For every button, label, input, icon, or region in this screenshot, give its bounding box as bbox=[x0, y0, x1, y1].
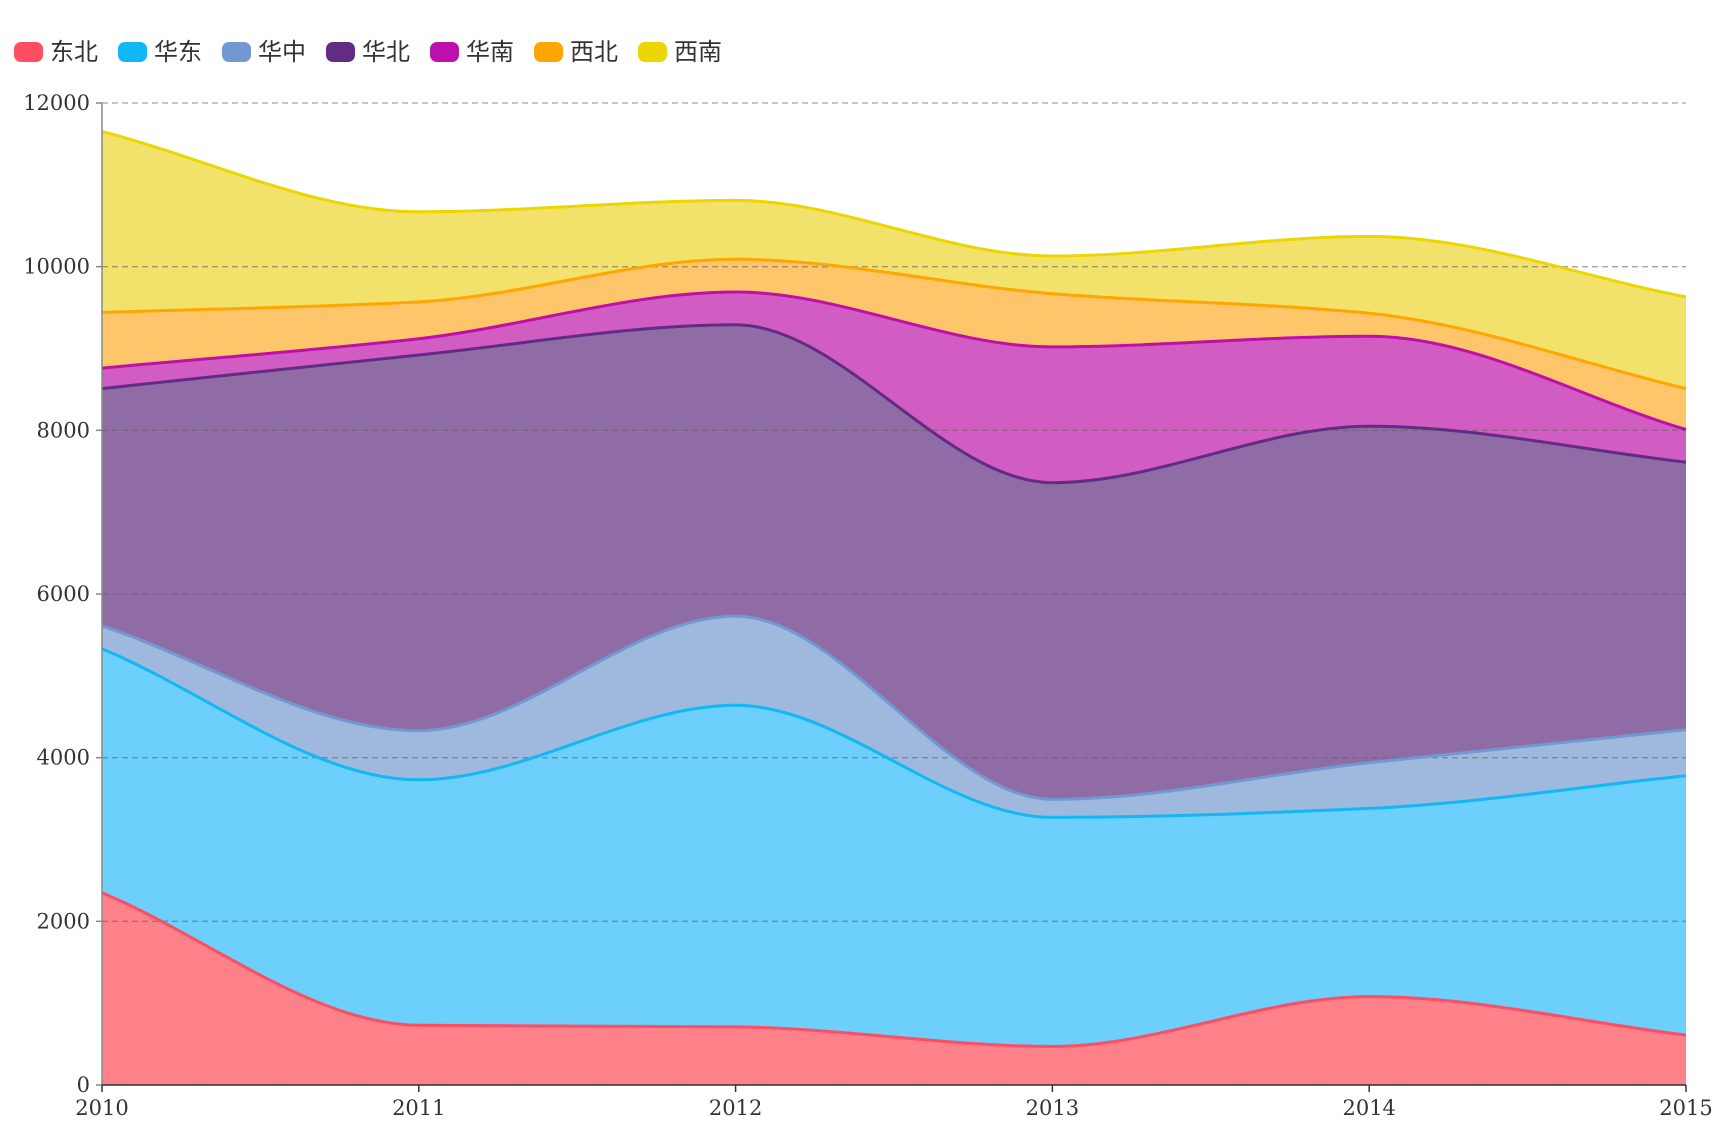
x-tick-label: 2015 bbox=[1659, 1096, 1712, 1120]
legend-label: 华东 bbox=[154, 38, 202, 66]
legend-item[interactable]: 西南 bbox=[638, 40, 722, 64]
x-tick-label: 2010 bbox=[75, 1096, 128, 1120]
y-tick-label: 0 bbox=[77, 1073, 90, 1097]
line-华中 bbox=[101, 614, 1687, 801]
legend-label: 西北 bbox=[570, 38, 618, 66]
line-华东 bbox=[101, 647, 1687, 819]
x-tick-label: 2012 bbox=[709, 1096, 762, 1120]
legend-item[interactable]: 华南 bbox=[430, 40, 514, 64]
y-tick-label: 8000 bbox=[37, 418, 90, 442]
y-tick-label: 4000 bbox=[37, 746, 90, 770]
legend-item[interactable]: 华中 bbox=[222, 40, 306, 64]
line-西南 bbox=[101, 130, 1687, 299]
x-tick-label: 2011 bbox=[392, 1096, 445, 1120]
line-西北 bbox=[101, 257, 1687, 391]
y-tick-label: 12000 bbox=[23, 91, 90, 115]
area-华北 bbox=[102, 324, 1686, 800]
y-tick-label: 2000 bbox=[37, 909, 90, 933]
series-lines bbox=[101, 130, 1687, 1049]
legend-item[interactable]: 西北 bbox=[534, 40, 618, 64]
x-tick-label: 2014 bbox=[1342, 1096, 1395, 1120]
legend-item[interactable]: 华东 bbox=[118, 40, 202, 64]
line-华北 bbox=[101, 323, 1687, 485]
legend-swatch bbox=[534, 42, 563, 62]
x-tick-label: 2013 bbox=[1026, 1096, 1079, 1120]
area-华东 bbox=[102, 648, 1686, 1047]
legend-label: 华中 bbox=[258, 38, 306, 66]
line-东北 bbox=[101, 891, 1687, 1049]
line-华南 bbox=[101, 290, 1687, 431]
axes: 0 2000 4000 6000 8000 10000 12000 2010 2011 2012 2… bbox=[23, 91, 1713, 1120]
legend-item[interactable]: 华北 bbox=[326, 40, 410, 64]
legend-label: 西南 bbox=[674, 38, 722, 66]
area-东北 bbox=[102, 892, 1686, 1085]
legend-swatch bbox=[14, 42, 43, 62]
y-tick-label: 6000 bbox=[37, 582, 90, 606]
legend-swatch bbox=[638, 42, 667, 62]
legend-label: 东北 bbox=[50, 38, 98, 66]
legend-swatch bbox=[430, 42, 459, 62]
legend-swatch bbox=[118, 42, 147, 62]
legend-swatch bbox=[222, 42, 251, 62]
legend-swatch bbox=[326, 42, 355, 62]
legend-label: 华南 bbox=[466, 38, 514, 66]
legend-label: 华北 bbox=[362, 38, 410, 66]
legend-item[interactable]: 东北 bbox=[14, 40, 98, 64]
chart-legend: 东北 华东 华中 华北 华南 西北 西南 bbox=[14, 34, 722, 70]
area-西南 bbox=[102, 131, 1686, 389]
area-西北 bbox=[102, 259, 1686, 430]
y-tick-label: 10000 bbox=[23, 255, 90, 279]
